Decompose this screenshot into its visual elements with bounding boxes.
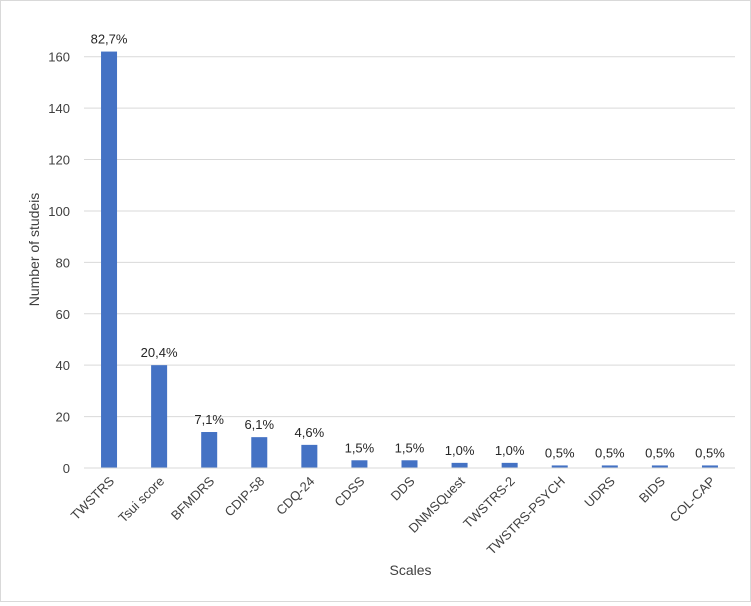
- bar-twstrs-2: [501, 462, 518, 468]
- y-tick-label: 140: [48, 101, 70, 116]
- data-label: 1,5%: [395, 440, 425, 455]
- data-label: 0,5%: [695, 445, 725, 460]
- bar-cdip-58: [251, 437, 268, 468]
- bar-udrs: [601, 465, 618, 468]
- x-tick-label: TWSTRS: [68, 473, 118, 523]
- bar-bids: [651, 465, 668, 468]
- gridlines: [84, 56, 735, 418]
- y-tick-label: 40: [56, 358, 70, 373]
- data-label: 1,0%: [495, 443, 525, 458]
- x-tick-label: DDS: [388, 473, 418, 503]
- data-label: 0,5%: [645, 445, 675, 460]
- bar-cdq-24: [301, 444, 318, 468]
- bar-bfmdrs: [201, 432, 218, 468]
- data-label: 20,4%: [141, 345, 178, 360]
- x-tick-label: UDRS: [581, 473, 618, 510]
- y-tick-label: 100: [48, 204, 70, 219]
- x-tick-label: CDQ-24: [273, 474, 317, 518]
- bar-col-cap: [701, 465, 718, 468]
- y-axis-ticks: 0 20 40 60 80 100 120 140 160: [48, 50, 70, 476]
- data-label: 82,7%: [91, 32, 128, 47]
- x-tick-label: COL-CAP: [667, 474, 718, 525]
- y-tick-label: 60: [56, 307, 70, 322]
- bar-dnmsquest: [451, 462, 468, 468]
- data-label: 6,1%: [244, 417, 274, 432]
- x-tick-label: BIDS: [636, 473, 668, 505]
- x-tick-label: BFMDRS: [168, 473, 218, 523]
- x-tick-label: Tsui score: [115, 474, 167, 526]
- x-axis-title: Scales: [389, 562, 431, 578]
- data-label: 7,1%: [194, 412, 224, 427]
- bars: [101, 51, 718, 469]
- bar-twstrs: [101, 51, 118, 469]
- data-label: 0,5%: [595, 445, 625, 460]
- data-label: 0,5%: [545, 445, 575, 460]
- y-tick-label: 0: [63, 461, 70, 476]
- data-labels: 82,7% 20,4% 7,1% 6,1% 4,6% 1,5% 1,5% 1,0% 1,0% 0,…: [91, 32, 726, 461]
- bar-dds: [401, 460, 418, 468]
- y-tick-label: 20: [56, 410, 70, 425]
- y-tick-label: 80: [56, 255, 70, 270]
- bar-cdss: [351, 460, 368, 468]
- bar-twstrs-psych: [551, 465, 568, 468]
- data-label: 1,5%: [345, 440, 375, 455]
- data-label: 4,6%: [295, 425, 325, 440]
- data-label: 1,0%: [445, 443, 475, 458]
- bar-tsui-score: [151, 365, 168, 468]
- y-axis-title: Number of studeis: [26, 193, 42, 307]
- y-tick-label: 120: [48, 153, 70, 168]
- y-tick-label: 160: [48, 50, 70, 65]
- x-tick-label: CDIP-58: [222, 474, 268, 520]
- x-tick-label: CDSS: [331, 473, 367, 509]
